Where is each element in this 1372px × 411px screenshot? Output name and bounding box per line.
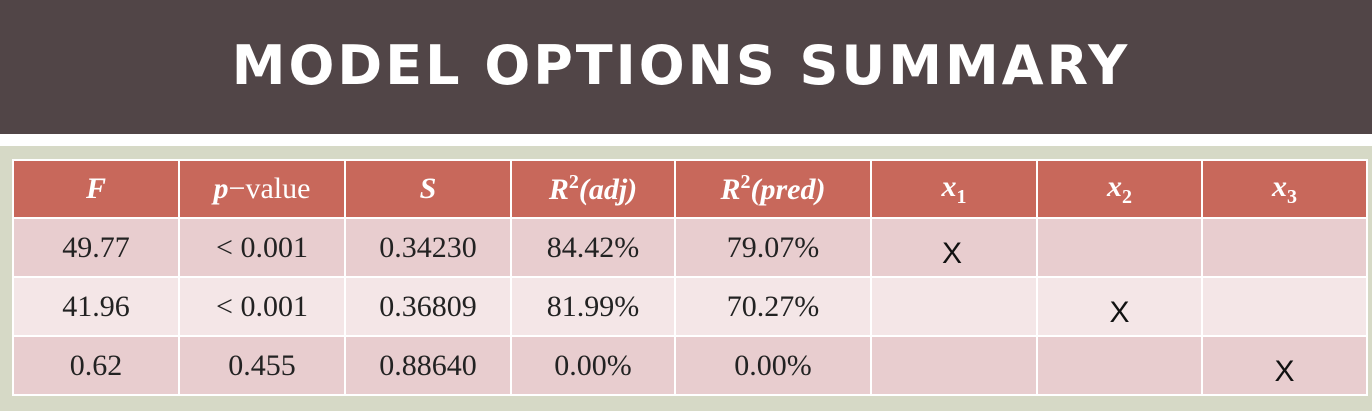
header-s: S (344, 159, 512, 219)
divider (0, 134, 1372, 146)
cell-r2-adj: 84.42% (510, 217, 676, 278)
cell-r2-pred: 79.07% (674, 217, 872, 278)
table-row: 49.77 < 0.001 0.34230 84.42% 79.07% X (12, 217, 1368, 278)
cell-s: 0.88640 (344, 335, 512, 396)
cell-x1 (870, 335, 1038, 396)
header-x3: x3 (1201, 159, 1368, 219)
cell-x3: X (1201, 335, 1368, 396)
header-r2-pred: R2(pred) (674, 159, 872, 219)
summary-table: F p−value S R2(adj) R2(pred) x1 x2 x3 49… (12, 159, 1368, 396)
cell-r2-pred: 70.27% (674, 276, 872, 337)
cell-x1: X (870, 217, 1038, 278)
cell-x2: X (1036, 276, 1203, 337)
cell-r2-adj: 81.99% (510, 276, 676, 337)
header-x2: x2 (1036, 159, 1203, 219)
x-mark: X (941, 236, 962, 270)
cell-f: 49.77 (12, 217, 180, 278)
cell-x3 (1201, 217, 1368, 278)
header-p-value: p−value (178, 159, 346, 219)
header-row: F p−value S R2(adj) R2(pred) x1 x2 x3 (12, 159, 1368, 219)
cell-s: 0.34230 (344, 217, 512, 278)
cell-f: 0.62 (12, 335, 180, 396)
cell-x3 (1201, 276, 1368, 337)
cell-p-value: < 0.001 (178, 276, 346, 337)
cell-x1 (870, 276, 1038, 337)
cell-r2-pred: 0.00% (674, 335, 872, 396)
cell-p-value: < 0.001 (178, 217, 346, 278)
header-f: F (12, 159, 180, 219)
cell-r2-adj: 0.00% (510, 335, 676, 396)
cell-s: 0.36809 (344, 276, 512, 337)
cell-p-value: 0.455 (178, 335, 346, 396)
table-row: 0.62 0.455 0.88640 0.00% 0.00% X (12, 335, 1368, 396)
header-x1: x1 (870, 159, 1038, 219)
cell-f: 41.96 (12, 276, 180, 337)
title-bar: MODEL OPTIONS SUMMARY (0, 0, 1372, 134)
cell-x2 (1036, 335, 1203, 396)
table-row: 41.96 < 0.001 0.36809 81.99% 70.27% X (12, 276, 1368, 337)
header-r2-adj: R2(adj) (510, 159, 676, 219)
cell-x2 (1036, 217, 1203, 278)
x-mark: X (1109, 295, 1130, 329)
x-mark: X (1274, 354, 1295, 388)
slide-title: MODEL OPTIONS SUMMARY (231, 33, 1131, 97)
